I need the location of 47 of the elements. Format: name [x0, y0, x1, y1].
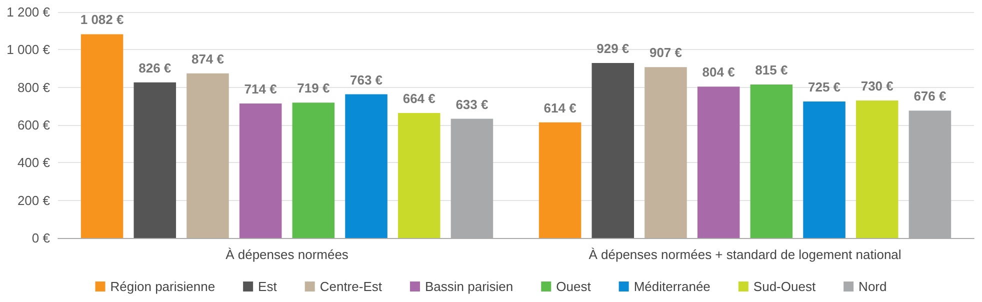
bar	[134, 82, 176, 238]
data-label: 730 €	[860, 78, 894, 94]
bar	[292, 102, 335, 238]
data-label: 664 €	[402, 90, 436, 106]
y-tick-label: 600 €	[17, 118, 51, 132]
data-label: 719 €	[297, 80, 330, 96]
data-label: 907 €	[649, 45, 682, 60]
bar	[750, 84, 793, 238]
data-label: 763 €	[350, 72, 383, 88]
data-label: 725 €	[808, 79, 841, 94]
bar	[80, 34, 124, 238]
bar	[803, 101, 846, 238]
y-tick-label: 1 200 €	[6, 4, 51, 20]
y-tick-label: 1 000 €	[6, 42, 51, 58]
y-tick-label: 0 €	[32, 230, 51, 246]
y-tick-label: 200 €	[17, 192, 51, 208]
legend-label: Région parisienne	[110, 279, 216, 294]
legend-label: Nord	[858, 279, 887, 294]
data-label: 874 €	[191, 51, 224, 66]
bar	[538, 122, 582, 238]
legend-label: Sud-Ouest	[753, 279, 816, 294]
bar	[697, 86, 740, 238]
bar	[398, 112, 440, 238]
bar	[592, 63, 634, 238]
data-label: 614 €	[544, 100, 576, 116]
bar	[345, 94, 388, 238]
data-label: 633 €	[456, 96, 488, 112]
data-label: 815 €	[755, 62, 788, 78]
y-tick-label: 800 €	[17, 80, 51, 95]
legend-label: Ouest	[556, 279, 592, 294]
legend-label: Bassin parisien	[424, 279, 514, 294]
x-tick-label: À dépenses normées	[226, 247, 349, 262]
data-label: 804 €	[702, 64, 735, 80]
data-label: 676 €	[914, 88, 946, 104]
bar	[239, 104, 282, 238]
y-tick-label: 400 €	[17, 155, 51, 170]
legend-label: Centre-Est	[320, 279, 382, 294]
bar	[644, 67, 687, 238]
data-label: 1 082 €	[80, 12, 124, 28]
bar	[186, 73, 229, 238]
bar	[856, 100, 898, 238]
legend-label: Est	[258, 279, 278, 294]
data-label: 929 €	[596, 41, 630, 56]
x-tick-label: À dépenses normées + standard de logement national	[588, 247, 902, 262]
data-label: 714 €	[244, 82, 277, 97]
legend-label: Méditerranée	[634, 279, 710, 294]
data-label: 826 €	[138, 60, 172, 76]
